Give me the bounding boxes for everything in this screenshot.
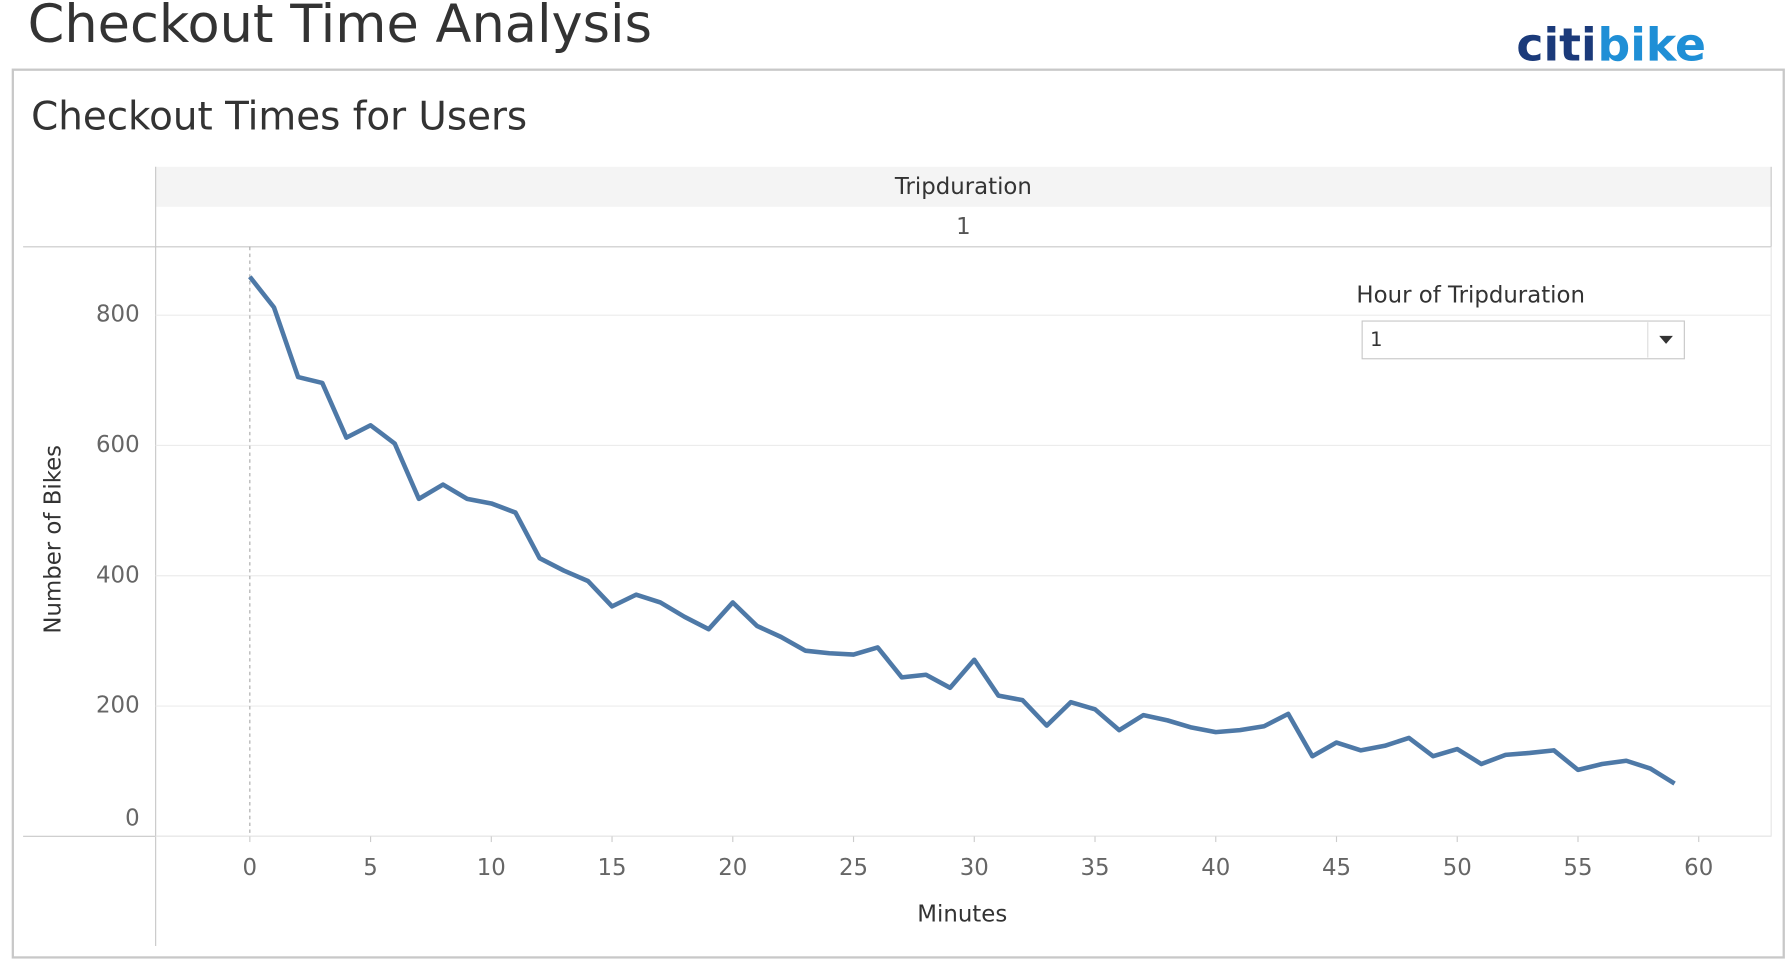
x-tick-label: 5 [363, 855, 378, 881]
x-tick-label: 25 [839, 855, 868, 881]
x-tick-label: 50 [1443, 855, 1472, 881]
column-header: Tripduration [894, 174, 1032, 200]
dropdown-box[interactable] [1361, 320, 1685, 360]
filter-label: Hour of Tripduration [1356, 282, 1585, 308]
x-tick-label: 40 [1201, 855, 1230, 881]
x-tick-label: 0 [243, 855, 258, 881]
panel [11, 68, 1785, 959]
line [248, 275, 1676, 786]
dropdown-arrow[interactable] [1659, 335, 1673, 344]
column-header-bg [155, 166, 1772, 207]
chart-title: Checkout Times for Users [31, 94, 527, 139]
page-title: Checkout Time Analysis [28, 0, 652, 55]
x-axis-label: Minutes [917, 902, 1007, 928]
x-tick-label: 35 [1080, 855, 1109, 881]
y-axis-label: Number of Bikes [40, 445, 66, 634]
logo-bike: bike [1598, 18, 1707, 71]
x-tick-label: 60 [1684, 855, 1713, 881]
x-tick-label: 30 [960, 855, 989, 881]
y-tick-label: 400 [96, 562, 140, 588]
column-value: 1 [956, 214, 971, 240]
y-tick-label: 600 [96, 432, 140, 458]
filter-dropdown[interactable]: 1 [1361, 320, 1685, 360]
x-tick-label: 20 [718, 855, 747, 881]
x-tick-label: 55 [1563, 855, 1592, 881]
y-tick-label: 200 [96, 693, 140, 719]
x-tick-label: 45 [1322, 855, 1351, 881]
y-tick-label: 800 [96, 302, 140, 328]
x-tick-label: 10 [477, 855, 506, 881]
logo-citi: citi [1516, 18, 1596, 71]
y-tick-label: 0 [125, 806, 140, 832]
x-tick-label: 15 [598, 855, 627, 881]
dropdown-value[interactable]: 1 [1370, 328, 1382, 351]
